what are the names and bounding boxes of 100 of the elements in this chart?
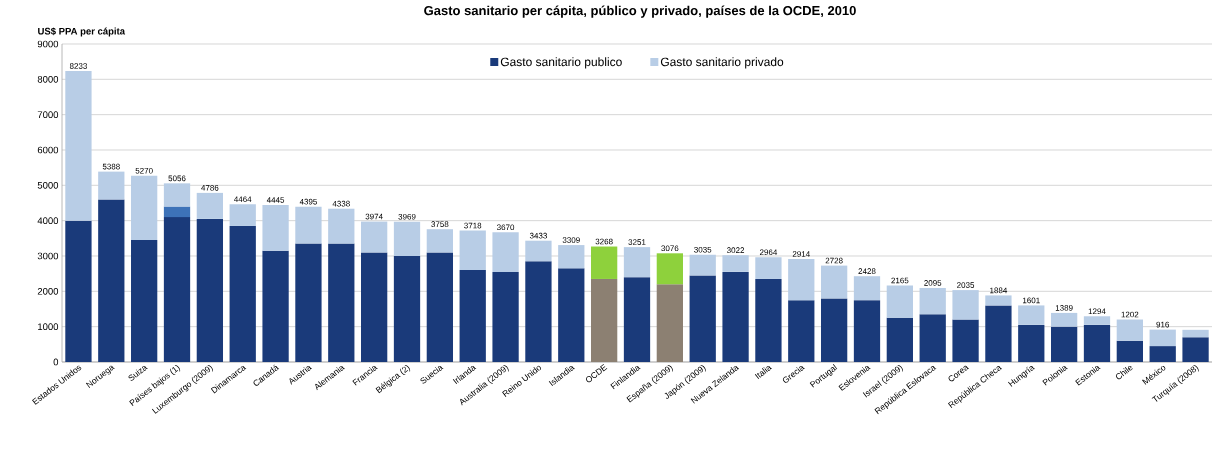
bar — [525, 240, 552, 262]
bar — [131, 175, 158, 241]
bar — [788, 300, 815, 362]
bar — [656, 253, 683, 285]
bar — [393, 255, 421, 362]
y-tick-label: 8000 — [37, 75, 59, 83]
bar — [229, 225, 256, 362]
total-label: 3309 — [562, 237, 580, 243]
total-label: 1389 — [1055, 305, 1073, 311]
bar — [820, 265, 848, 299]
bar — [952, 290, 979, 320]
y-tick-label: 1000 — [38, 323, 59, 331]
bar — [196, 218, 224, 362]
total-label: 3974 — [365, 213, 383, 220]
x-tick-label: Chile — [1115, 365, 1133, 380]
bar — [328, 243, 355, 362]
bar — [426, 252, 453, 362]
total-label: 1202 — [1121, 311, 1139, 318]
bar — [163, 206, 191, 218]
y-tick-label: 0 — [53, 358, 59, 366]
bar — [1116, 340, 1143, 362]
total-label: 5056 — [168, 175, 186, 182]
total-label: 3718 — [464, 222, 482, 229]
total-label: 2428 — [858, 268, 876, 274]
total-label: 5388 — [102, 163, 120, 170]
bar — [229, 204, 256, 226]
bar — [919, 287, 946, 315]
bar — [98, 171, 125, 200]
bar — [853, 276, 881, 301]
bar — [459, 270, 486, 362]
y-tick-label: 5000 — [37, 181, 59, 189]
bar — [1182, 329, 1209, 338]
bar — [1116, 319, 1143, 341]
bar — [1149, 329, 1176, 347]
bar — [1149, 346, 1176, 362]
bar — [361, 252, 388, 362]
bar — [722, 271, 749, 362]
bar — [328, 208, 355, 244]
y-tick-label: 2000 — [37, 287, 59, 295]
bar — [1050, 312, 1078, 327]
legend-label: Gasto sanitario publico — [500, 57, 622, 69]
bar — [558, 268, 585, 362]
bar — [65, 220, 92, 362]
total-label: 3076 — [661, 245, 679, 252]
total-label: 1601 — [1022, 297, 1040, 304]
total-label: 3268 — [595, 238, 613, 245]
total-label: 4786 — [201, 185, 219, 191]
total-label: 3433 — [529, 232, 547, 239]
bar — [1083, 316, 1111, 325]
bar — [886, 285, 913, 318]
total-label: 916 — [1156, 321, 1170, 328]
total-label: 4338 — [332, 200, 350, 207]
y-tick-label: 6000 — [37, 146, 59, 154]
bar — [1083, 324, 1111, 362]
y-tick-label: 7000 — [37, 111, 59, 119]
total-label: 3969 — [398, 213, 416, 220]
bar — [558, 245, 585, 269]
bar — [788, 259, 815, 301]
bar — [689, 254, 716, 276]
bar — [755, 257, 782, 279]
total-label: 2095 — [924, 280, 942, 286]
bar — [163, 217, 191, 362]
bar — [492, 232, 519, 272]
bar — [985, 295, 1012, 306]
bar — [262, 250, 289, 362]
bar — [623, 277, 651, 362]
chart-title: Gasto sanitario per cápita, público y privado, países de la OCDE, 2010 — [424, 5, 856, 18]
bar — [196, 192, 224, 219]
y-tick-label: 9000 — [37, 40, 59, 48]
total-label: 2728 — [825, 257, 843, 264]
y-axis-title: US$ PPA per cápita — [38, 27, 126, 37]
bar — [1018, 305, 1045, 325]
bar — [591, 278, 618, 362]
bar — [98, 199, 125, 362]
bar — [623, 247, 651, 278]
bar — [952, 319, 979, 362]
bar — [886, 317, 913, 362]
bar — [853, 300, 881, 362]
y-tick-label: 4000 — [37, 217, 59, 225]
bar — [131, 240, 158, 362]
total-label: 2035 — [957, 282, 975, 288]
bar — [722, 255, 749, 272]
bar — [459, 230, 486, 271]
bar — [820, 298, 848, 362]
bar — [525, 261, 552, 362]
total-label: 4445 — [266, 197, 285, 203]
bar — [689, 275, 716, 362]
bar — [393, 221, 421, 256]
bar — [591, 246, 618, 279]
bar — [656, 284, 683, 362]
bar — [65, 71, 92, 221]
bar — [1050, 326, 1078, 362]
total-label: 1884 — [990, 287, 1008, 294]
bar — [1018, 324, 1045, 362]
total-label: 4464 — [234, 196, 252, 203]
total-label: 3035 — [694, 246, 712, 253]
legend-label: Gasto sanitario privado — [660, 57, 784, 69]
bar — [295, 243, 322, 362]
x-tick-label: Italia — [754, 365, 772, 380]
bar — [262, 204, 289, 251]
